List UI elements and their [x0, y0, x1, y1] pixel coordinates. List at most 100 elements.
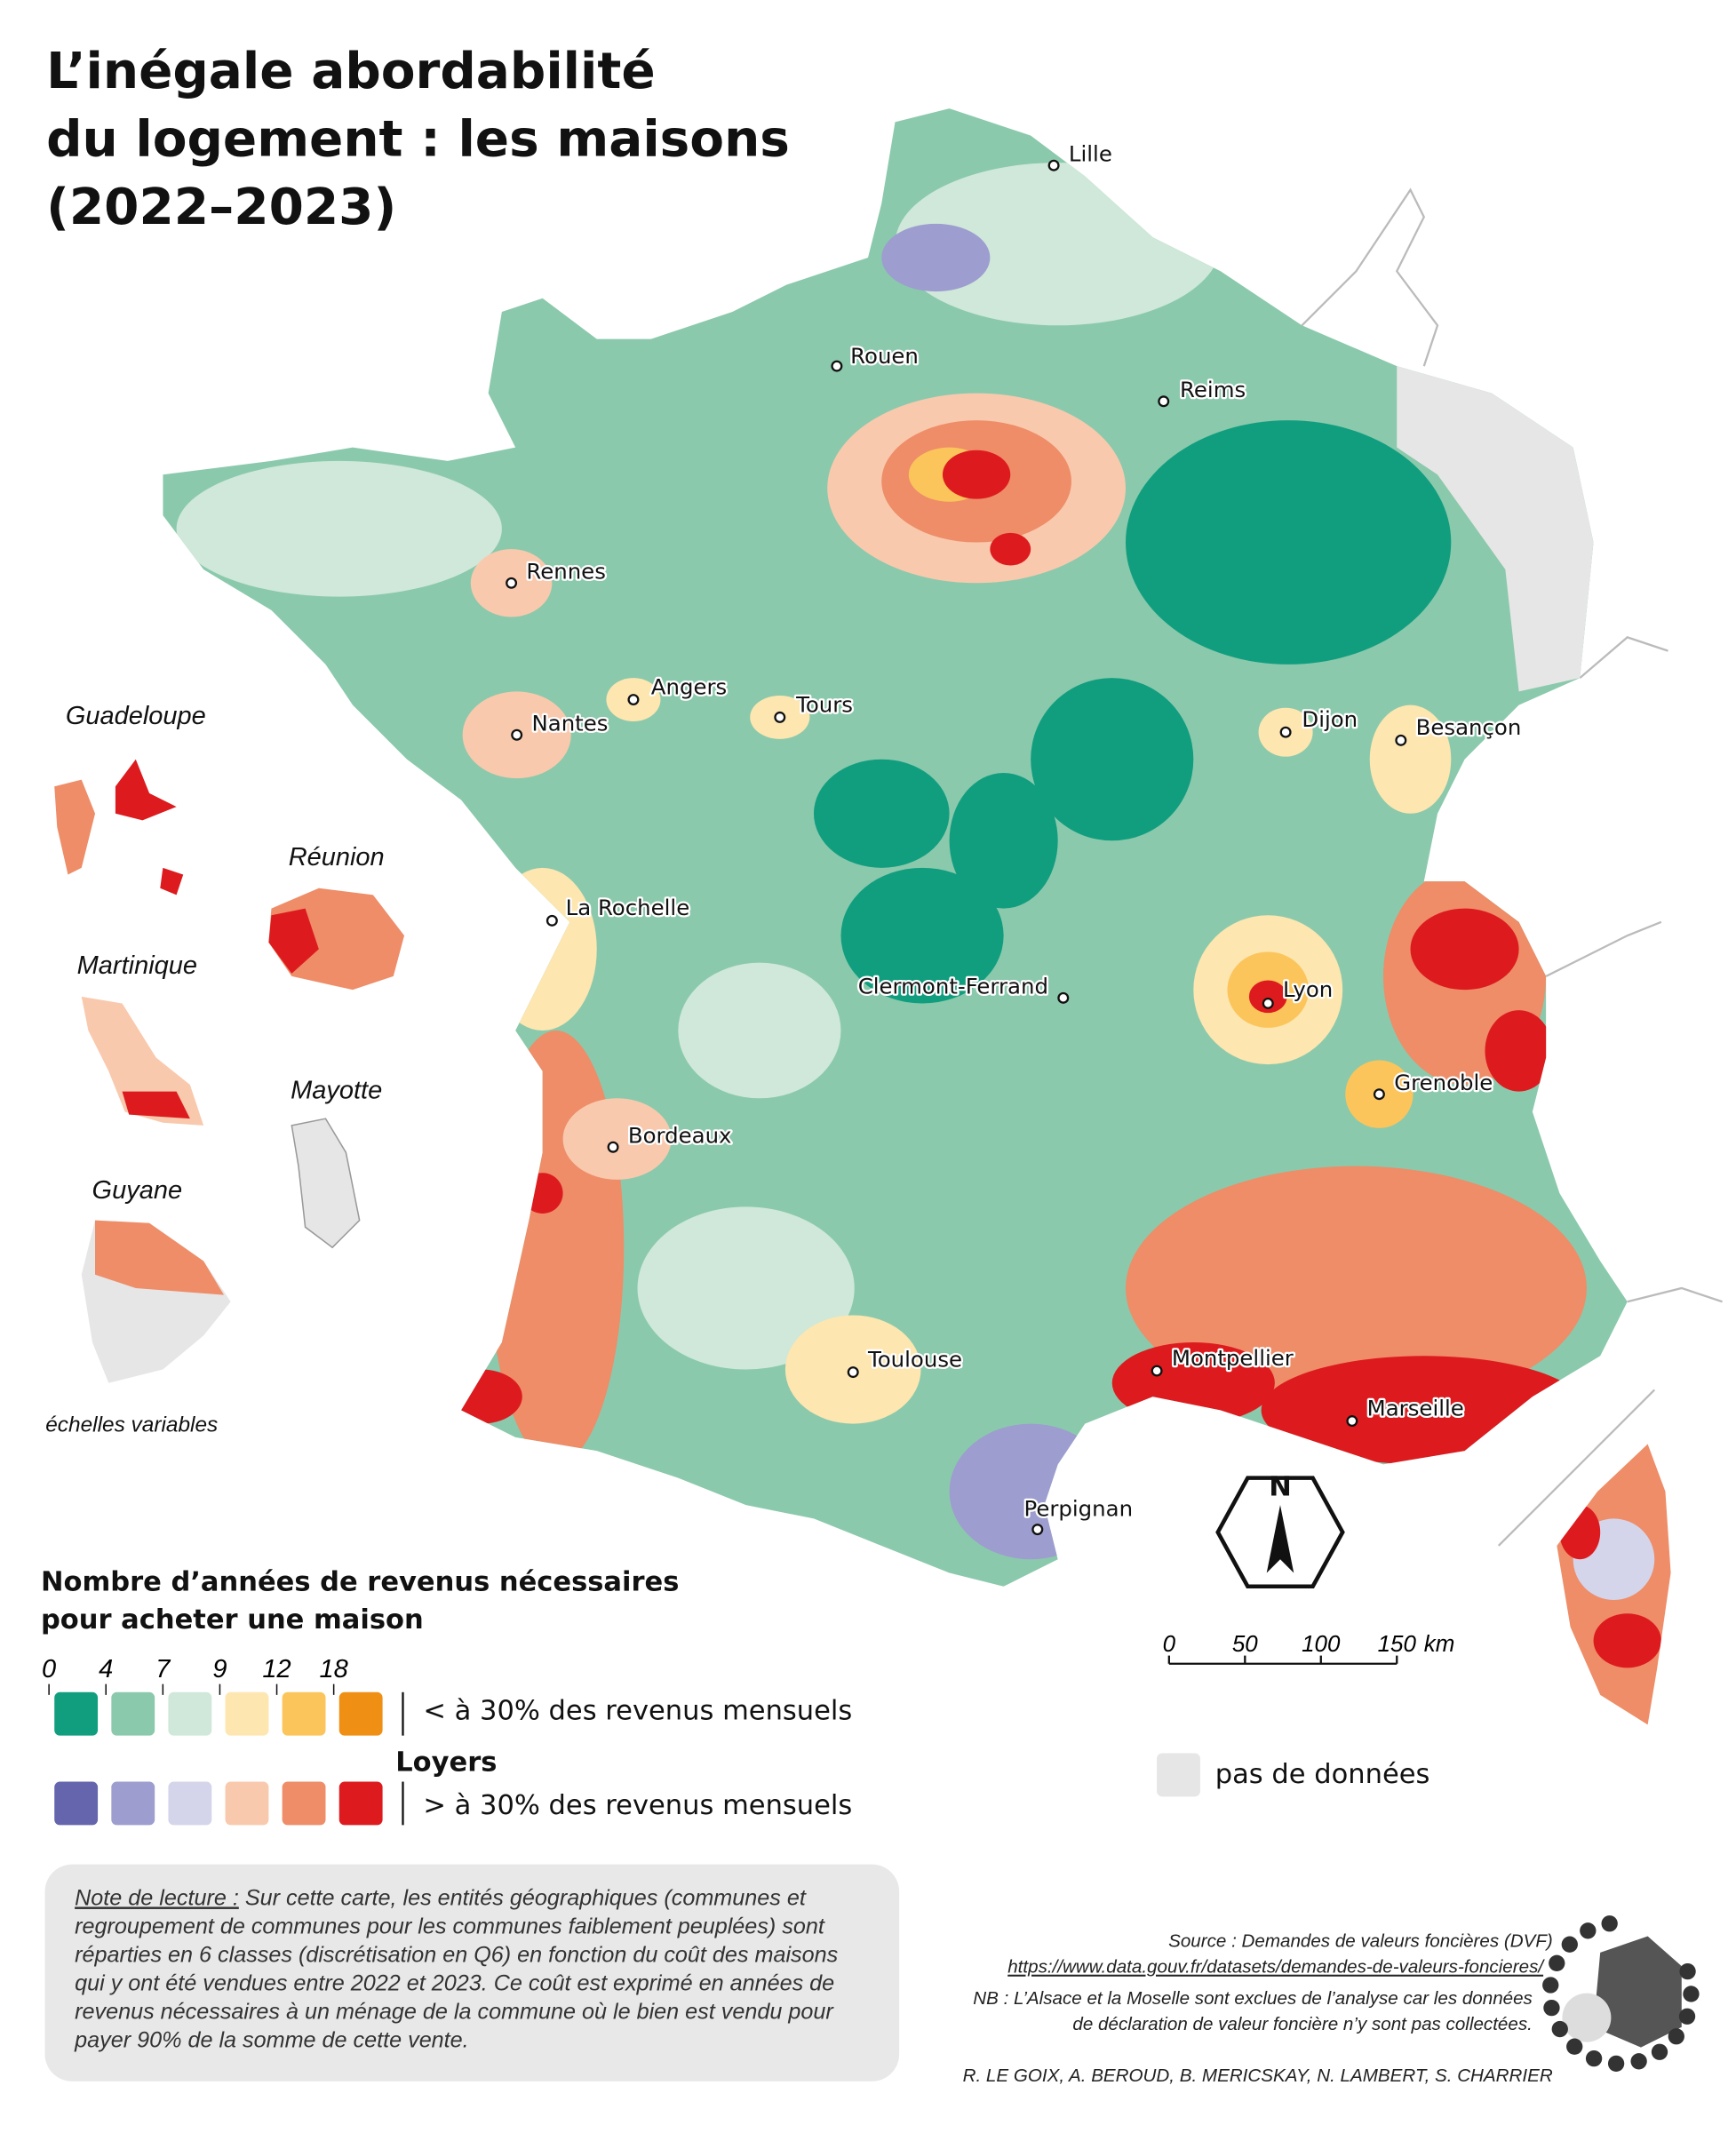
- legend-break: 9: [212, 1655, 227, 1683]
- source-nb: de déclaration de valeur foncière n’y so…: [1072, 2014, 1532, 2034]
- overseas-label: Martinique: [77, 951, 197, 980]
- city-marker: [1279, 726, 1292, 738]
- note-line: qui y ont été vendues entre 2022 et 2023…: [75, 1971, 834, 1996]
- scale-unit: km: [1424, 1632, 1455, 1657]
- legend-swatch: [282, 1781, 326, 1826]
- city-label: Dijon: [1302, 706, 1358, 732]
- legend-break: 7: [155, 1655, 171, 1683]
- city-label: Rouen: [850, 343, 919, 369]
- legend: 0 4 7 9 12 18: [42, 1655, 383, 1826]
- note-line: revenus nécessaires à un ménage de la co…: [75, 2000, 834, 2025]
- city-marker: [1158, 395, 1170, 408]
- city-label: Besançon: [1416, 714, 1522, 740]
- city-marker: [1373, 1088, 1385, 1101]
- city-marker: [1346, 1415, 1358, 1428]
- city-label: Nantes: [531, 711, 608, 736]
- legend-title: Nombre d’années de revenus nécessaires: [41, 1566, 679, 1597]
- city-marker: [1057, 991, 1070, 1004]
- scale-label: 150: [1378, 1632, 1417, 1657]
- note-line: payer 90% de la somme de cette vente.: [74, 2028, 469, 2053]
- logo-dot: [1651, 2043, 1668, 2060]
- city-marker: [1151, 1365, 1163, 1377]
- overseas-label: Guyane: [92, 1176, 183, 1205]
- source-nb: NB : L’Alsace et la Moselle sont exclues…: [973, 1988, 1533, 2009]
- logo-dot: [1678, 2008, 1696, 2025]
- overseas-label: Réunion: [289, 843, 385, 872]
- city-label: Lille: [1069, 141, 1112, 167]
- note-box: [44, 1864, 900, 2081]
- city-label: Reims: [1180, 377, 1246, 402]
- logo-dot: [1601, 1915, 1618, 1932]
- overseas-label: Mayotte: [291, 1076, 382, 1104]
- city-label: Grenoble: [1394, 1070, 1493, 1095]
- logo-dot: [1543, 1999, 1560, 2017]
- legend-title: pour acheter une maison: [41, 1604, 424, 1636]
- legend-swatch: [168, 1691, 212, 1736]
- legend-rent-title: Loyers: [395, 1747, 497, 1778]
- title-line: L’inégale abordabilité: [46, 43, 656, 100]
- city-marker: [627, 694, 640, 706]
- city-marker: [1047, 159, 1060, 171]
- scale-note: échelles variables: [45, 1413, 218, 1437]
- logo-dot: [1549, 1954, 1565, 1972]
- city-marker: [1395, 734, 1407, 746]
- note-line: réparties en 6 classes (discrétisation e…: [75, 1943, 839, 1968]
- note: Note de lecture : Sur cette carte, les e…: [74, 1885, 839, 2052]
- authors: R. LE GOIX, A. BEROUD, B. MERICSKAY, N. …: [963, 2065, 1553, 2086]
- note-text: Sur cette carte, les entités géographiqu…: [239, 1885, 807, 1910]
- logo-dot: [1668, 2028, 1684, 2045]
- city-label: Toulouse: [867, 1346, 962, 1372]
- overseas-label: Guadeloupe: [66, 702, 206, 730]
- no-data-label: pas de données: [1215, 1759, 1430, 1790]
- city-marker: [607, 1141, 619, 1153]
- title-line: (2022–2023): [46, 179, 396, 236]
- overseas-labels: Guadeloupe Réunion Martinique Mayotte Gu…: [45, 702, 384, 1437]
- logo-dot: [1551, 2020, 1568, 2038]
- logo-dot: [1566, 2038, 1583, 2055]
- legend-break: 12: [262, 1655, 291, 1683]
- logo-dot: [1561, 1936, 1578, 1953]
- city-label: Tours: [795, 691, 853, 717]
- legend-swatch: [338, 1691, 383, 1736]
- legend-swatch: [338, 1781, 383, 1826]
- source-link: https://www.data.gouv.fr/datasets/demand…: [1007, 1957, 1545, 1978]
- scale-label: 0: [1163, 1632, 1176, 1657]
- city-marker: [1262, 997, 1274, 1009]
- source: Source : Demandes de valeurs foncières (…: [963, 1931, 1553, 2086]
- legend-swatch: [111, 1691, 155, 1736]
- borders: [1301, 187, 1723, 1547]
- scale-label: 50: [1232, 1632, 1258, 1657]
- compass: N: [1215, 1471, 1345, 1589]
- legend-break: 18: [320, 1655, 348, 1683]
- legend-swatch: [54, 1691, 99, 1736]
- no-data-swatch: [1157, 1753, 1200, 1797]
- legend-text: < à 30% des revenus mensuels: [423, 1695, 852, 1726]
- city-label: Bordeaux: [628, 1123, 732, 1149]
- city-label: Rennes: [526, 559, 606, 585]
- city-marker: [831, 360, 843, 372]
- city-marker: [1031, 1524, 1044, 1536]
- legend-swatch: [54, 1781, 99, 1826]
- corsica: [1557, 1444, 1671, 1725]
- city-marker: [511, 728, 523, 741]
- logo-dot: [1542, 1977, 1559, 1994]
- legend-swatch: [225, 1691, 269, 1736]
- logo: [1542, 1915, 1700, 2073]
- source-text: Source : Demandes de valeurs foncières (…: [1168, 1931, 1553, 1952]
- logo-dot: [1607, 2055, 1625, 2073]
- city-marker: [506, 577, 518, 589]
- legend-swatch: [225, 1781, 269, 1826]
- logo-dot: [1580, 1922, 1597, 1939]
- note-line: regroupement de communes pour les commun…: [75, 1914, 825, 1938]
- logo-dot: [1679, 1962, 1696, 1980]
- city-label: Marseille: [1367, 1395, 1464, 1421]
- legend-swatch: [168, 1781, 212, 1826]
- legend-break: 0: [42, 1655, 56, 1683]
- note-line: Note de lecture : Sur cette carte, les e…: [75, 1885, 807, 1910]
- cities: Lille Rouen Reims Rennes Angers Tours Nantes Di…: [506, 139, 1524, 1536]
- legend-swatch: [111, 1781, 155, 1826]
- city-marker: [847, 1366, 859, 1379]
- scale-label: 100: [1302, 1632, 1341, 1657]
- city-label: Lyon: [1283, 976, 1333, 1002]
